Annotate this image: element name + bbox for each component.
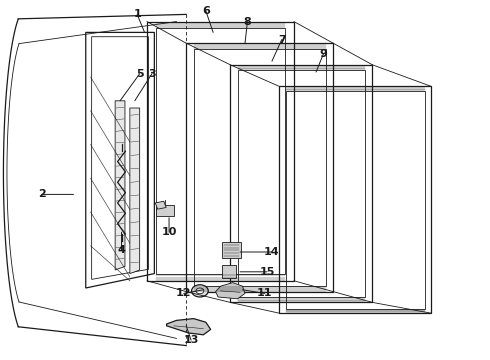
Text: 11: 11: [257, 288, 272, 298]
Text: 12: 12: [176, 288, 192, 298]
Polygon shape: [167, 319, 211, 335]
Text: 4: 4: [118, 245, 125, 255]
Text: 8: 8: [244, 17, 251, 27]
Polygon shape: [216, 283, 245, 299]
Polygon shape: [155, 201, 166, 209]
Circle shape: [192, 285, 208, 297]
Text: 9: 9: [319, 49, 327, 59]
Text: 14: 14: [264, 247, 280, 257]
Text: 15: 15: [259, 267, 275, 277]
FancyBboxPatch shape: [222, 242, 241, 258]
Text: 6: 6: [202, 6, 210, 16]
Polygon shape: [115, 101, 125, 270]
Text: 5: 5: [136, 69, 144, 79]
Text: 10: 10: [161, 227, 177, 237]
Polygon shape: [156, 205, 174, 216]
FancyBboxPatch shape: [222, 265, 236, 278]
Text: 2: 2: [38, 189, 46, 199]
Text: 3: 3: [148, 69, 156, 79]
Text: 1: 1: [133, 9, 141, 19]
Polygon shape: [130, 108, 140, 274]
Circle shape: [196, 288, 204, 294]
Text: 7: 7: [278, 35, 286, 45]
Text: 13: 13: [183, 335, 199, 345]
